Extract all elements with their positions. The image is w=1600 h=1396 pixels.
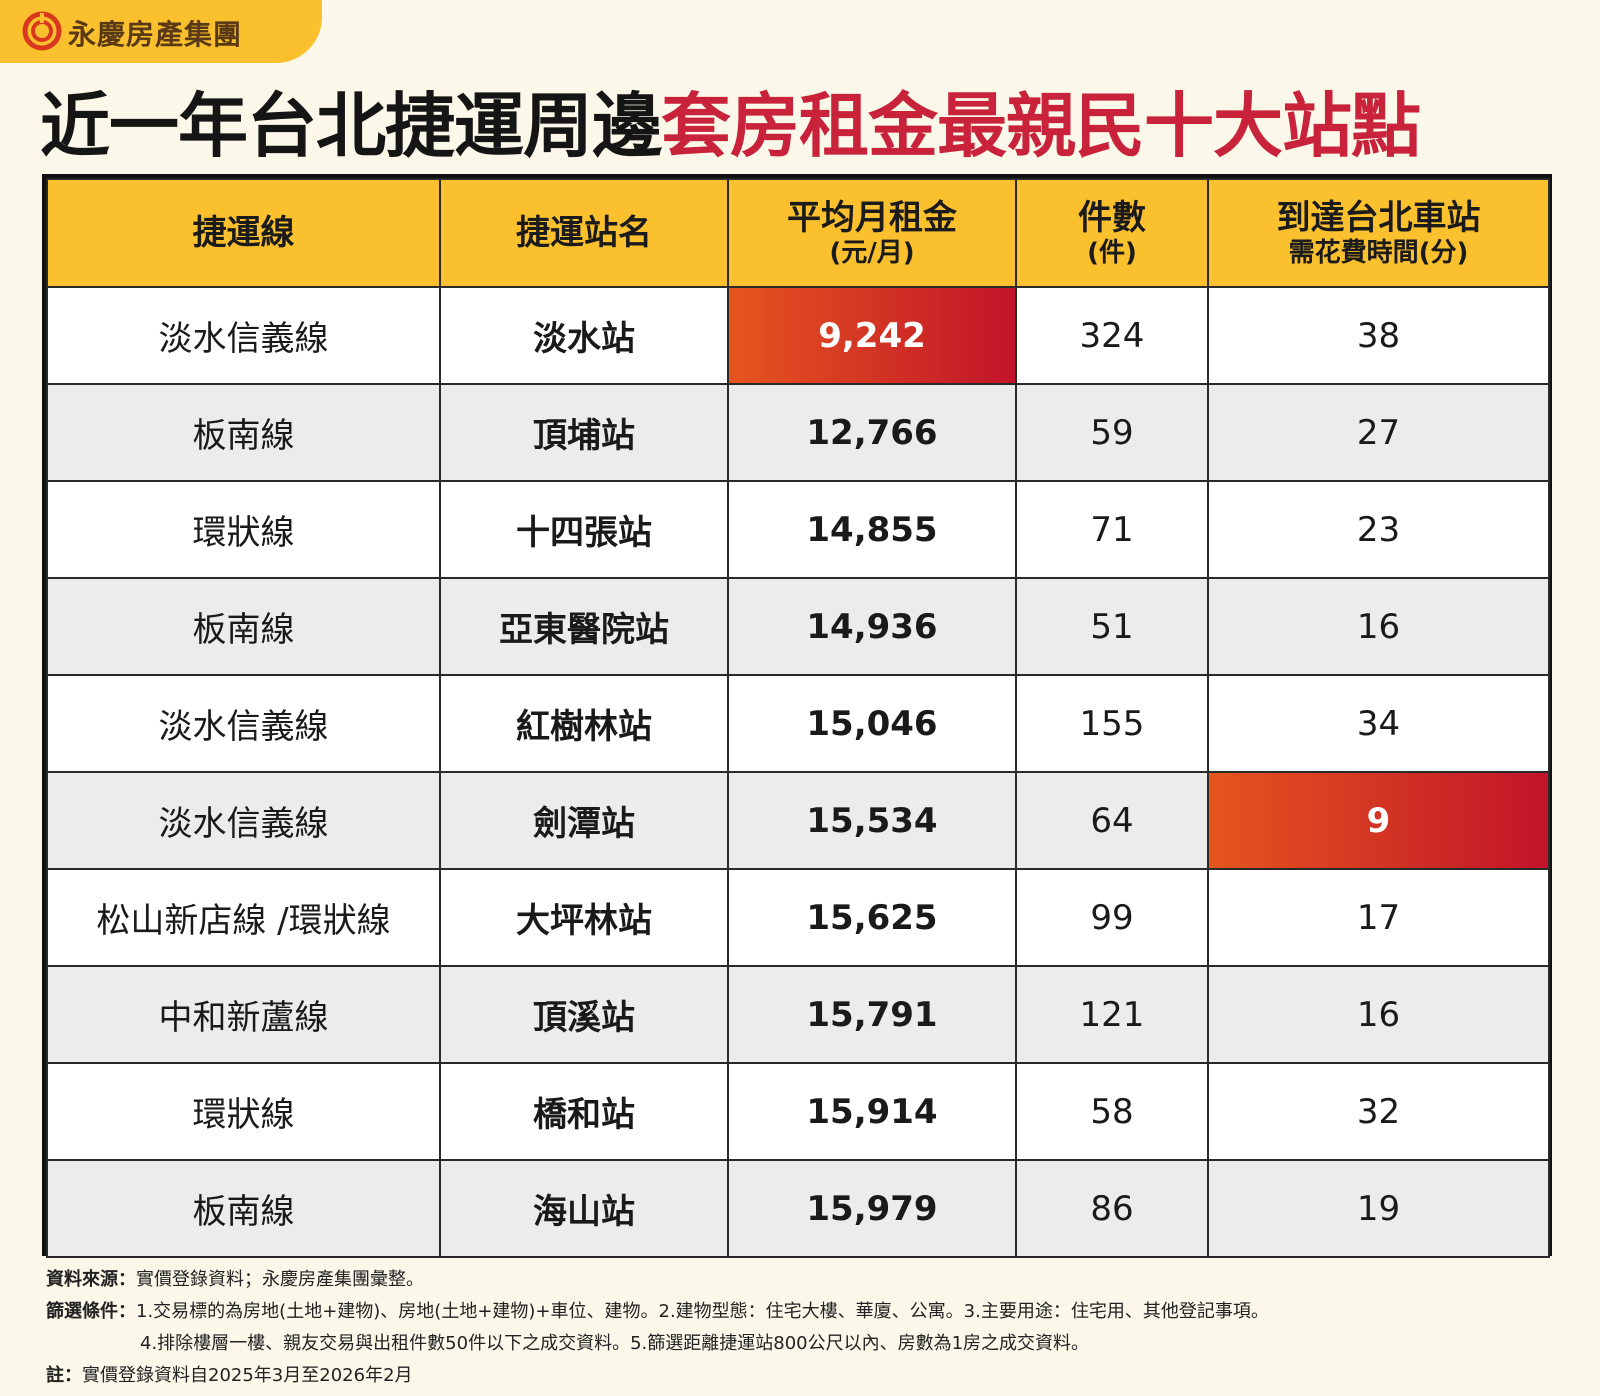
cell-minutes: 23 bbox=[1207, 480, 1550, 579]
cell-count: 51 bbox=[1015, 577, 1209, 676]
cell-minutes: 17 bbox=[1207, 868, 1550, 967]
cell-rent: 15,625 bbox=[727, 868, 1017, 967]
cell-count: 121 bbox=[1015, 965, 1209, 1064]
cell-minutes: 32 bbox=[1207, 1062, 1550, 1161]
header-line: 捷運線 bbox=[46, 178, 441, 288]
cell-rent: 15,791 bbox=[727, 965, 1017, 1064]
table-row: 淡水信義線 劍潭站 15,534 64 9 bbox=[46, 771, 1550, 870]
table-row: 環狀線 橋和站 15,914 58 32 bbox=[46, 1062, 1550, 1161]
title-part-black: 近一年台北捷運周邊 bbox=[40, 85, 662, 167]
cell-station: 十四張站 bbox=[439, 480, 729, 579]
cell-station: 海山站 bbox=[439, 1159, 729, 1258]
cell-rent: 15,914 bbox=[727, 1062, 1017, 1161]
note-filter: 篩選條件：1.交易標的為房地(土地+建物)、房地(土地+建物)+車位、建物。2.… bbox=[46, 1301, 1269, 1322]
cell-station: 劍潭站 bbox=[439, 771, 729, 870]
cell-line: 中和新蘆線 bbox=[46, 965, 441, 1064]
cell-line: 環狀線 bbox=[46, 480, 441, 579]
cell-rent: 15,046 bbox=[727, 674, 1017, 773]
cell-minutes: 16 bbox=[1207, 965, 1550, 1064]
cell-count: 59 bbox=[1015, 383, 1209, 482]
cell-station: 紅樹林站 bbox=[439, 674, 729, 773]
table-row: 中和新蘆線 頂溪站 15,791 121 16 bbox=[46, 965, 1550, 1064]
cell-line: 淡水信義線 bbox=[46, 286, 441, 385]
cell-count: 71 bbox=[1015, 480, 1209, 579]
brand-name: 永慶房產集團 bbox=[68, 18, 243, 51]
cell-line: 板南線 bbox=[46, 383, 441, 482]
header-station: 捷運站名 bbox=[439, 178, 729, 288]
cell-count: 155 bbox=[1015, 674, 1209, 773]
cell-minutes: 34 bbox=[1207, 674, 1550, 773]
table-row: 松山新店線 /環狀線 大坪林站 15,625 99 17 bbox=[46, 868, 1550, 967]
cell-minutes: 27 bbox=[1207, 383, 1550, 482]
note-filter-continued: 4.排除樓層一樓、親友交易與出租件數50件以下之成交資料。5.篩選距離捷運站80… bbox=[140, 1333, 1090, 1354]
header-minutes: 到達台北車站 需花費時間(分) bbox=[1207, 178, 1550, 288]
header-count: 件數 (件) bbox=[1015, 178, 1209, 288]
table-row: 環狀線 十四張站 14,855 71 23 bbox=[46, 480, 1550, 579]
header-rent: 平均月租金 (元/月) bbox=[727, 178, 1017, 288]
footnotes: 資料來源：實價登錄資料；永慶房產集團彙整。 篩選條件：1.交易標的為房地(土地+… bbox=[46, 1264, 1269, 1392]
cell-rent: 14,936 bbox=[727, 577, 1017, 676]
cell-count: 58 bbox=[1015, 1062, 1209, 1161]
brand-tab: 永慶房產集團 bbox=[0, 0, 322, 63]
cell-rent-highlight: 9,242 bbox=[727, 286, 1017, 385]
cell-minutes: 19 bbox=[1207, 1159, 1550, 1258]
cell-minutes: 16 bbox=[1207, 577, 1550, 676]
cell-rent: 14,855 bbox=[727, 480, 1017, 579]
table-row: 板南線 亞東醫院站 14,936 51 16 bbox=[46, 577, 1550, 676]
note-period: 註：實價登錄資料自2025年3月至2026年2月 bbox=[46, 1365, 413, 1386]
rent-table: 捷運線 捷運站名 平均月租金 (元/月) 件數 (件) 到達台北車站 需花費時間(分)… bbox=[42, 174, 1552, 1258]
cell-minutes-highlight: 9 bbox=[1207, 771, 1550, 870]
table-row: 淡水信義線 淡水站 9,242 324 38 bbox=[46, 286, 1550, 385]
table-row: 淡水信義線 紅樹林站 15,046 155 34 bbox=[46, 674, 1550, 773]
cell-line: 淡水信義線 bbox=[46, 771, 441, 870]
cell-station: 大坪林站 bbox=[439, 868, 729, 967]
title-part-red: 套房租金最親民十大站點 bbox=[661, 85, 1421, 167]
cell-rent: 12,766 bbox=[727, 383, 1017, 482]
cell-rent: 15,979 bbox=[727, 1159, 1017, 1258]
cell-minutes: 38 bbox=[1207, 286, 1550, 385]
cell-count: 64 bbox=[1015, 771, 1209, 870]
table-row: 板南線 海山站 15,979 86 19 bbox=[46, 1159, 1550, 1258]
cell-line: 板南線 bbox=[46, 577, 441, 676]
cell-line: 淡水信義線 bbox=[46, 674, 441, 773]
table-header-row: 捷運線 捷運站名 平均月租金 (元/月) 件數 (件) 到達台北車站 需花費時間(分) bbox=[46, 178, 1550, 288]
cell-line: 松山新店線 /環狀線 bbox=[46, 868, 441, 967]
cell-station: 亞東醫院站 bbox=[439, 577, 729, 676]
cell-rent: 15,534 bbox=[727, 771, 1017, 870]
cell-station: 橋和站 bbox=[439, 1062, 729, 1161]
table-row: 板南線 頂埔站 12,766 59 27 bbox=[46, 383, 1550, 482]
cell-station: 頂溪站 bbox=[439, 965, 729, 1064]
cell-line: 板南線 bbox=[46, 1159, 441, 1258]
cell-station: 頂埔站 bbox=[439, 383, 729, 482]
cell-station: 淡水站 bbox=[439, 286, 729, 385]
cell-count: 86 bbox=[1015, 1159, 1209, 1258]
cell-count: 324 bbox=[1015, 286, 1209, 385]
cell-line: 環狀線 bbox=[46, 1062, 441, 1161]
note-source: 資料來源：實價登錄資料；永慶房產集團彙整。 bbox=[46, 1269, 424, 1290]
cell-count: 99 bbox=[1015, 868, 1209, 967]
page-title: 近一年台北捷運周邊套房租金最親民十大站點 bbox=[40, 84, 1421, 168]
brand-logo-icon bbox=[22, 11, 62, 51]
